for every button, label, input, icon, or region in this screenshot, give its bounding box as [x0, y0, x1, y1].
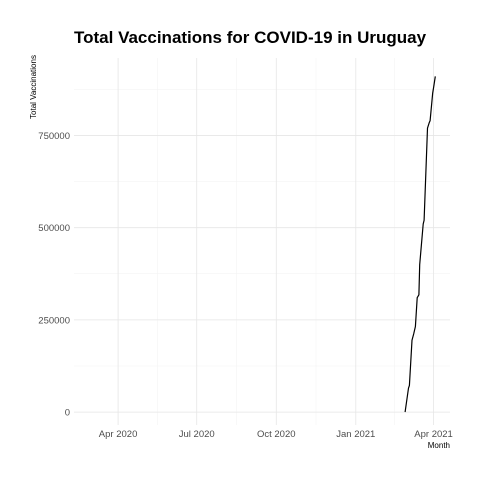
x-tick-label: Jul 2020 [179, 429, 215, 440]
series-layer [404, 76, 436, 413]
y-tick-label: 750000 [38, 131, 70, 142]
x-axis-title: Month [428, 441, 450, 450]
x-tick-label: Oct 2020 [257, 429, 296, 440]
y-tick-label: 0 [65, 408, 70, 419]
x-tick-label: Apr 2021 [414, 429, 453, 440]
y-tick-label: 250000 [38, 315, 70, 326]
x-axis-ticks: Apr 2020 Jul 2020 Oct 2020 Jan 2021 Apr 2021 [99, 429, 453, 440]
grid [74, 58, 450, 425]
series-line [404, 76, 436, 413]
x-tick-label: Apr 2020 [99, 429, 138, 440]
y-axis-title: Total Vaccinations [29, 55, 38, 119]
y-axis-ticks: 0 250000 500000 750000 [38, 131, 70, 419]
x-tick-label: Jan 2021 [336, 429, 375, 440]
y-tick-label: 500000 [38, 223, 70, 234]
chart-title: Total Vaccinations for COVID-19 in Urugu… [74, 28, 427, 47]
